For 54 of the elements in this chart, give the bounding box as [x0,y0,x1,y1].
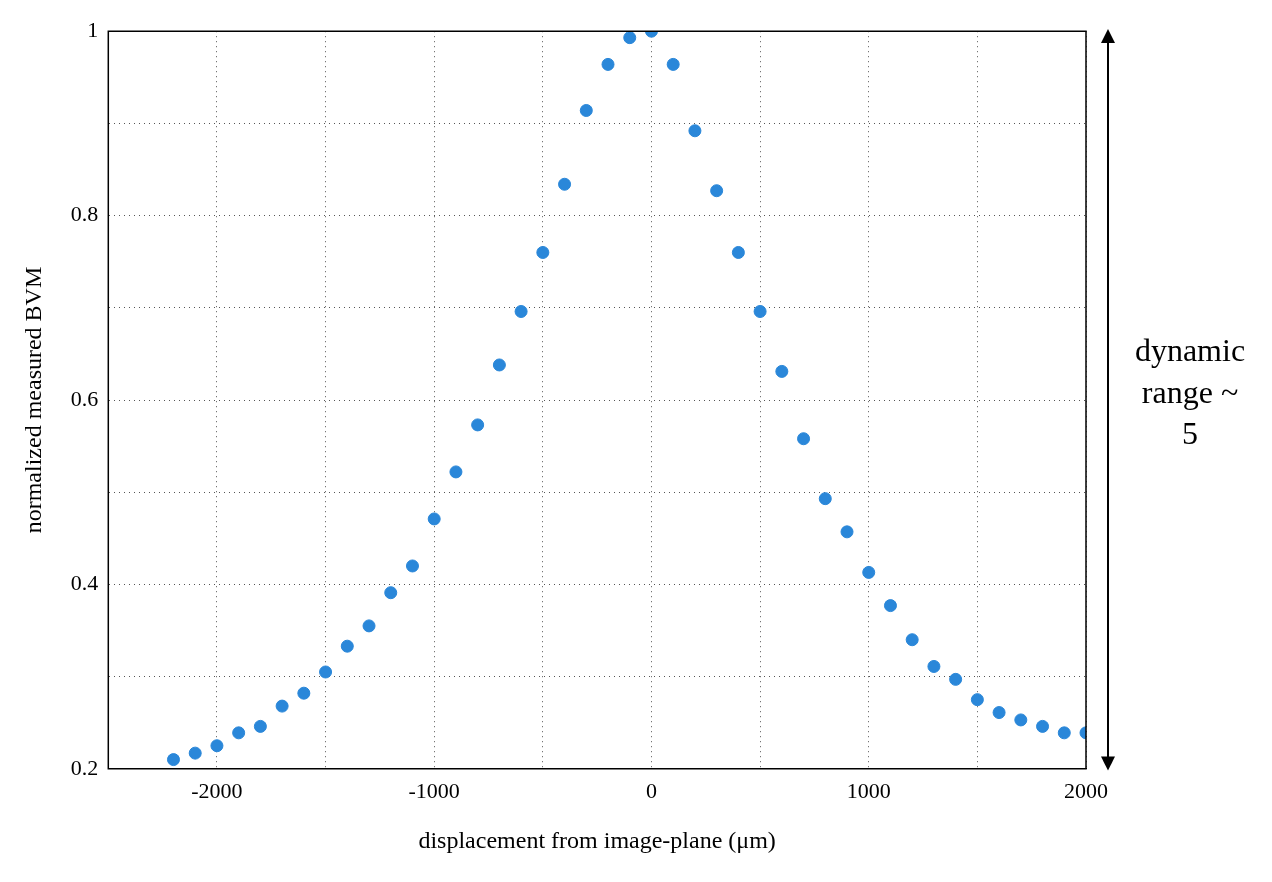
point [992,706,1006,720]
point [775,364,789,378]
y-tick-label: 0.2 [70,754,99,780]
x-tick-label: 0 [645,777,657,803]
y-tick-label: 0.6 [70,385,99,411]
point [818,492,832,506]
point [579,103,593,117]
x-axis-title: displacement from image-plane (μm) [418,826,776,853]
y-tick-label: 1 [87,16,99,42]
point [492,358,506,372]
point [862,565,876,579]
point [362,619,376,633]
point [384,586,398,600]
point [449,465,463,479]
point [166,753,180,767]
point [905,633,919,647]
point [883,599,897,613]
point [753,304,767,318]
point [710,184,724,198]
x-tick-label: 2000 [1064,777,1108,803]
point [405,559,419,573]
point [536,245,550,259]
point [666,57,680,71]
point [970,693,984,707]
point [1036,719,1050,733]
point [1014,713,1028,727]
y-tick-label: 0.4 [70,570,99,596]
point [210,739,224,753]
point [275,699,289,713]
point [319,665,333,679]
y-tick-label: 0.8 [70,201,99,227]
point [927,659,941,673]
point [471,418,485,432]
point [688,124,702,138]
y-axis-title: normalized measured BVM [19,266,46,534]
point [1057,726,1071,740]
x-tick-label: 1000 [846,777,891,803]
x-tick-label: -1000 [408,777,460,803]
point [232,726,246,740]
point [514,304,528,318]
point [427,512,441,526]
point [949,672,963,686]
point [253,719,267,733]
point [797,432,811,446]
point [340,639,354,653]
point [731,245,745,259]
point [840,525,854,539]
x-tick-label: -2000 [191,777,243,803]
point [623,31,637,45]
point [297,686,311,700]
point [558,177,572,191]
point [188,746,202,760]
point [601,57,615,71]
text: dynamic range ~ 5 [1133,331,1247,454]
